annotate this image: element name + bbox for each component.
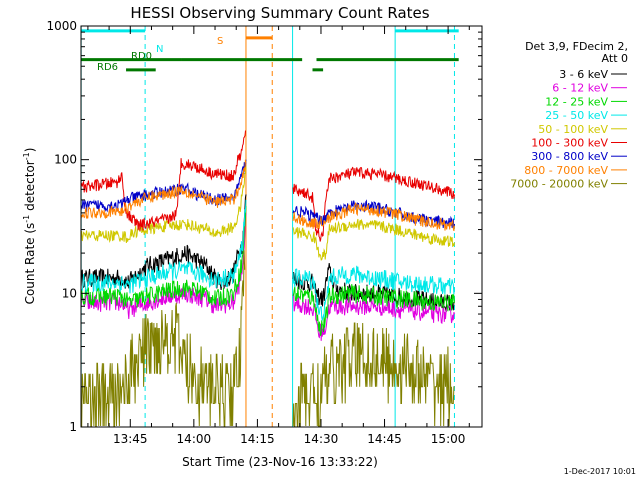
legend-label-0: 3 - 6 keV [559,68,608,81]
y-tick-label-0: 1 [69,420,77,434]
legend-label-8: 7000 - 20000 keV [510,178,608,191]
plot-frame [80,25,483,428]
series-line-2-1 [292,284,455,336]
legend-label-1: 6 - 12 keV [552,82,608,95]
x-axis: 13:45 14:00 14:15 14:30 14:45 15:00 [87,26,470,446]
series-7 [80,159,455,232]
series-line-8-0 [81,250,246,427]
x-tick-label-4: 14:45 [367,432,402,446]
legend-label-7: 800 - 7000 keV [524,164,608,177]
series-5 [80,130,455,242]
x-tick-label-3: 14:30 [304,432,339,446]
series-line-6-0 [80,159,247,213]
legend-label-5: 100 - 300 keV [531,137,608,150]
series-line-7-1 [292,202,455,232]
series-line-3-1 [292,265,455,321]
y-tick-label-2: 100 [54,153,77,167]
legend-header-line-2: Att 0 [602,52,628,65]
chart-title: HESSI Observing Summary Count Rates [130,4,429,22]
series-line-4-0 [80,165,247,243]
plot-area: N S RD0 RD6 [80,26,459,427]
y-axis: 1 10 100 1000 [46,19,482,434]
series-line-4-1 [292,218,455,261]
series-line-8-1 [292,322,455,427]
flag-label-s: S [217,36,223,47]
y-tick-label-1: 10 [62,286,77,300]
legend-label-2: 12 - 25 keV [545,95,608,108]
series-3 [80,199,455,321]
series-4 [80,165,455,261]
series-line-5-0 [80,130,246,231]
flag-label-rd6: RD6 [97,62,118,73]
flag-label-n: N [156,44,163,55]
series-line-3-0 [80,199,247,294]
series-line-5-1 [292,166,455,242]
legend-label-6: 300 - 800 keV [531,150,608,163]
legend-label-4: 50 - 100 keV [538,123,608,136]
series-line-7-0 [80,159,247,220]
series-line-2-0 [80,205,247,308]
x-axis-title: Start Time (23-Nov-16 13:33:22) [182,455,378,469]
legend-label-3: 25 - 50 keV [545,109,608,122]
series-8 [81,250,455,427]
footer-timestamp: 1-Dec-2017 10:01 [564,467,636,476]
x-tick-label-5: 15:00 [431,432,466,446]
x-tick-label-1: 14:00 [177,432,212,446]
legend-header-line-1: Det 3,9, FDecim 2, [525,40,628,53]
flag-label-rd0: RD0 [131,51,152,62]
y-axis-title: Count Rate (s-1 detector-1) [22,148,37,305]
series-2 [80,205,455,336]
x-tick-label-2: 14:15 [240,432,275,446]
x-tick-label-0: 13:45 [113,432,148,446]
y-tick-label-3: 1000 [46,19,77,33]
